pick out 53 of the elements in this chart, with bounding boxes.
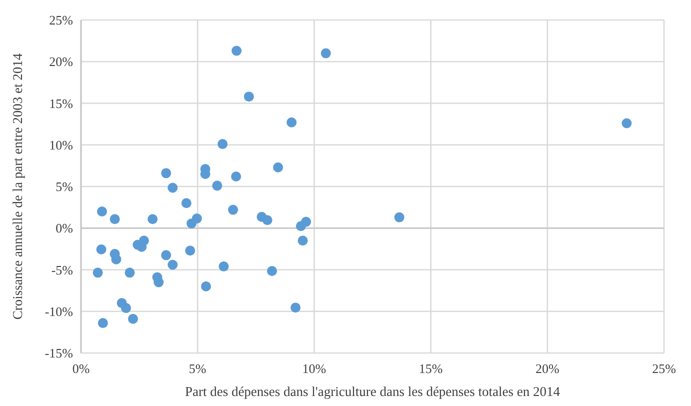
point [212, 180, 222, 191]
x-tick-label: 0% [72, 361, 90, 376]
point [92, 268, 103, 278]
point [218, 261, 229, 272]
point [200, 281, 211, 292]
point [181, 198, 192, 208]
point [286, 117, 297, 128]
point [320, 48, 331, 58]
point [168, 182, 178, 193]
point [244, 92, 254, 102]
point [96, 206, 107, 216]
point [290, 302, 301, 313]
point [96, 244, 106, 254]
y-tick-label: 10% [49, 137, 74, 152]
point [301, 216, 312, 227]
point [98, 318, 108, 328]
point [128, 314, 138, 324]
x-tick-label: 20% [535, 361, 560, 376]
x-tick-label: 5% [188, 361, 206, 376]
point [262, 215, 272, 226]
point [394, 212, 404, 222]
x-tick-label: 25% [652, 361, 676, 376]
y-tick-label: 5% [56, 179, 74, 194]
y-tick-label: 0% [56, 220, 74, 236]
point [298, 236, 308, 246]
y-tick-label: 20% [49, 54, 74, 70]
point [121, 303, 132, 314]
y-tick-label: -15% [44, 346, 74, 361]
point [168, 260, 178, 270]
x-tick-label: 10% [302, 361, 326, 376]
point [228, 204, 238, 215]
y-tick-label: -10% [44, 304, 74, 319]
point [154, 277, 164, 288]
point [124, 268, 135, 278]
x-tick-label: 15% [418, 361, 443, 376]
point [161, 250, 172, 260]
point [185, 246, 196, 256]
y-tick-label: -5% [51, 262, 74, 278]
point [232, 46, 242, 56]
point [148, 214, 158, 224]
point [161, 168, 172, 178]
y-tick-label: 15% [49, 96, 74, 111]
point [266, 266, 277, 276]
point [622, 118, 632, 128]
point [111, 254, 122, 264]
y-tick-label: 25% [49, 12, 74, 28]
point [231, 172, 242, 182]
point [273, 162, 284, 172]
point [110, 214, 120, 224]
y-axis-title: Croissance annuelle de la part entre 2003 et 2014 [10, 53, 25, 320]
point [218, 139, 228, 150]
x-axis-title: Part des dépenses dans l'agriculture dans les dépenses totales en 2014 [184, 384, 560, 399]
point [192, 213, 202, 224]
